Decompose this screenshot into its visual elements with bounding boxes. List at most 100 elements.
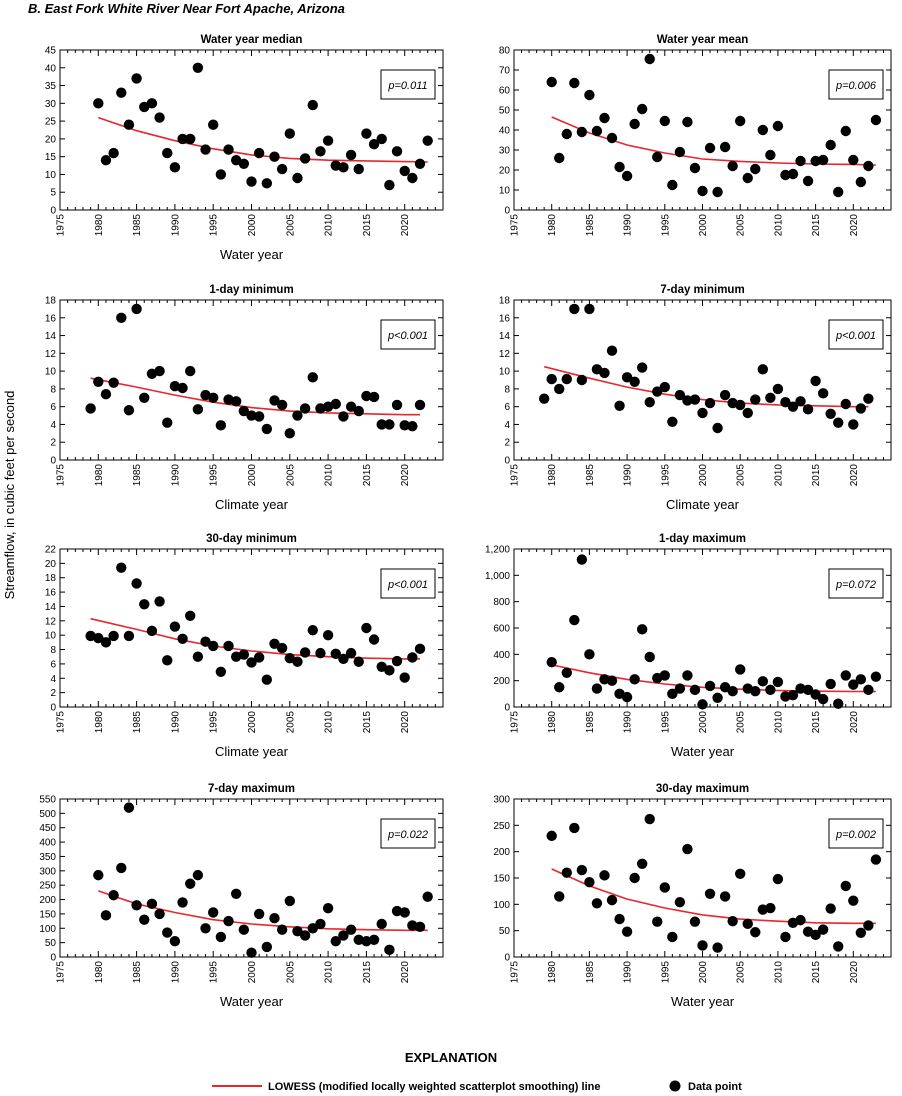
data-point — [261, 674, 273, 685]
data-point — [399, 907, 410, 918]
y-tick-label: 14 — [45, 602, 57, 613]
x-tick-label: 1980 — [94, 711, 105, 734]
data-point — [599, 367, 610, 379]
data-point — [391, 655, 403, 667]
data-point — [584, 877, 595, 888]
x-tick-label: 1990 — [170, 711, 181, 734]
x-tick-label: 1975 — [510, 214, 521, 237]
data-point — [712, 942, 723, 953]
p-value-box — [828, 818, 884, 849]
data-point — [576, 864, 588, 876]
data-point — [407, 652, 418, 663]
y-tick-label: 25 — [45, 117, 57, 128]
data-point — [246, 947, 257, 958]
data-point — [659, 670, 670, 681]
data-point — [772, 873, 784, 885]
data-point — [667, 688, 678, 700]
data-point — [652, 386, 663, 397]
data-point — [750, 163, 761, 175]
data-point — [108, 630, 119, 642]
x-tick-label: 1995 — [660, 214, 671, 237]
data-point — [697, 407, 708, 419]
data-point — [345, 924, 357, 935]
data-point — [629, 674, 640, 685]
data-point — [795, 396, 806, 407]
y-tick-label: 18 — [45, 296, 57, 307]
data-point — [644, 651, 655, 663]
data-point — [292, 656, 303, 667]
data-point — [599, 870, 610, 881]
panel-title: 1-day maximum — [659, 533, 746, 545]
x-tick-label: 1995 — [209, 214, 220, 237]
x-tick-label: 2010 — [324, 711, 335, 734]
y-tick-label: 6 — [504, 402, 510, 413]
x-tick-label: 1980 — [547, 961, 558, 984]
data-point — [682, 670, 693, 681]
y-tick-label: 50 — [499, 106, 511, 117]
data-point — [384, 665, 395, 676]
y-tick-label: 30 — [45, 99, 57, 110]
data-point — [863, 160, 874, 172]
figure-title: B. East Fork White River Near Fort Apach… — [28, 1, 345, 16]
data-point — [169, 162, 181, 173]
data-point — [765, 149, 776, 161]
data-point — [802, 175, 814, 187]
p-value-box — [828, 319, 884, 350]
y-tick-label: 350 — [39, 852, 56, 863]
y-tick-label: 8 — [504, 384, 510, 395]
y-tick-label: 2 — [50, 688, 56, 699]
data-point — [689, 916, 701, 927]
data-point — [100, 910, 112, 921]
data-point — [253, 652, 265, 663]
data-point — [338, 162, 349, 173]
explanation-title: EXPLANATION — [405, 1050, 497, 1065]
data-point — [238, 158, 250, 169]
x-tick-label: 2020 — [400, 711, 411, 734]
data-point — [652, 151, 663, 163]
y-tick-label: 400 — [493, 650, 510, 661]
y-tick-label: 2 — [50, 438, 56, 449]
data-point — [621, 691, 633, 703]
data-point — [368, 934, 380, 945]
data-point — [154, 596, 165, 607]
data-point — [606, 132, 618, 144]
y-tick-label: 200 — [493, 847, 510, 858]
data-point — [338, 930, 349, 941]
data-point — [116, 562, 127, 573]
data-point — [742, 918, 753, 930]
x-tick-label: 1990 — [623, 214, 634, 237]
data-point — [123, 119, 135, 130]
data-point — [238, 405, 250, 417]
x-tick-label: 1995 — [660, 961, 671, 984]
data-point — [177, 382, 188, 394]
data-point — [407, 421, 418, 432]
y-tick-label: 8 — [50, 384, 56, 395]
data-point — [131, 73, 142, 84]
x-tick-label: 1975 — [56, 961, 67, 984]
data-point — [561, 373, 572, 385]
x-tick-label: 1975 — [56, 214, 67, 237]
x-tick-label: 2010 — [324, 214, 335, 237]
data-point — [215, 420, 227, 431]
x-tick-label: 1985 — [585, 961, 596, 984]
data-point — [727, 160, 738, 172]
data-point — [253, 411, 265, 422]
data-point — [855, 176, 867, 188]
data-point — [422, 891, 433, 902]
x-tick-label: 2020 — [849, 214, 860, 237]
panel-title: 7-day minimum — [660, 284, 744, 296]
data-point — [230, 396, 242, 407]
y-tick-label: 0 — [504, 953, 510, 964]
data-point — [697, 185, 708, 197]
y-tick-label: 14 — [499, 331, 511, 342]
x-axis-label: Water year — [220, 247, 284, 262]
y-tick-label: 8 — [50, 645, 56, 656]
data-point — [621, 926, 633, 937]
data-point — [169, 936, 181, 947]
data-point — [338, 411, 349, 422]
data-point — [750, 686, 761, 697]
x-tick-label: 1985 — [132, 961, 143, 984]
data-point — [253, 908, 265, 920]
data-point — [817, 388, 829, 399]
